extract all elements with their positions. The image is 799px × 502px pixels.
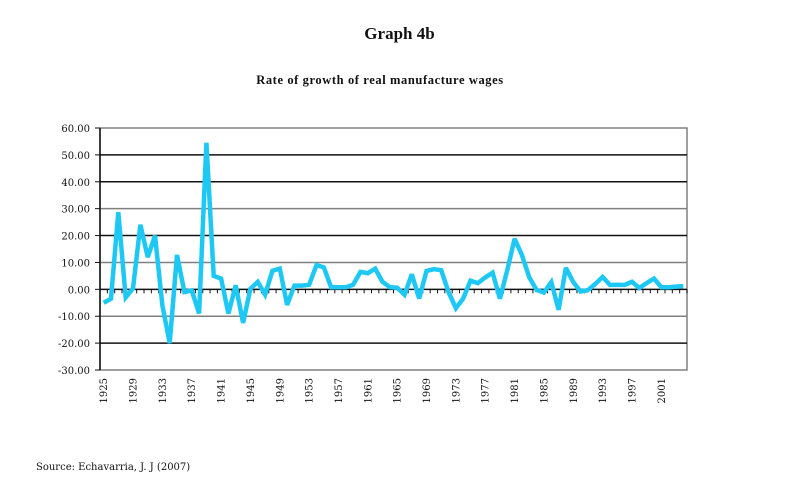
x-tick-label: 1961 — [363, 378, 374, 403]
series-layer — [102, 142, 684, 344]
chart-title: Graph 4b — [364, 24, 435, 43]
y-tick-label: 10.00 — [61, 258, 90, 269]
x-tick-label: 1973 — [451, 378, 462, 403]
x-tick-label: 1993 — [598, 378, 609, 403]
y-axis-tick-labels: 60.00 50.00 40.00 30.00 20.00 10.00 0.00 -10.00… — [58, 124, 90, 377]
x-tick-label: 1933 — [158, 378, 169, 403]
y-tick-label: 20.00 — [61, 232, 90, 243]
x-tick-label: 1929 — [129, 378, 140, 403]
y-tick-label: 50.00 — [61, 151, 90, 162]
x-tick-label: 1989 — [569, 378, 580, 403]
plot-frame — [99, 127, 688, 371]
x-tick-label: 1953 — [305, 378, 316, 403]
y-tick-label: 60.00 — [61, 124, 90, 135]
y-tick-label: -30.00 — [58, 366, 90, 377]
series-line — [102, 142, 684, 344]
y-tick-label: 40.00 — [61, 178, 90, 189]
x-tick-label: 1941 — [217, 378, 228, 403]
chart-subtitle: Rate of growth of real manufacture wages — [256, 73, 504, 87]
x-tick-label: 1957 — [334, 378, 345, 403]
y-tick-label: 0.00 — [68, 285, 90, 296]
x-tick-label: 1997 — [627, 378, 638, 403]
x-tick-label: 1969 — [422, 378, 433, 403]
x-tick-label: 1985 — [539, 378, 550, 403]
source-note: Source: Echavarria, J. J (2007) — [36, 462, 191, 473]
y-tick-label: -10.00 — [58, 312, 90, 323]
gridlines — [99, 127, 688, 371]
x-tick-label: 1965 — [393, 378, 404, 403]
axes — [95, 127, 688, 371]
y-tick-label: -20.00 — [58, 339, 90, 350]
x-tick-label: 1949 — [275, 378, 286, 403]
x-tick-label: 1977 — [481, 378, 492, 403]
x-tick-label: 1981 — [510, 378, 521, 403]
x-tick-label: 1925 — [99, 378, 110, 403]
x-tick-label: 1937 — [187, 378, 198, 403]
y-tick-label: 30.00 — [61, 205, 90, 216]
x-axis-tick-labels: 1925 1929 1933 1937 1941 1945 1949 1953 1957 1961… — [99, 378, 668, 403]
x-tick-label: 2001 — [657, 378, 668, 403]
x-tick-label: 1945 — [246, 378, 257, 403]
